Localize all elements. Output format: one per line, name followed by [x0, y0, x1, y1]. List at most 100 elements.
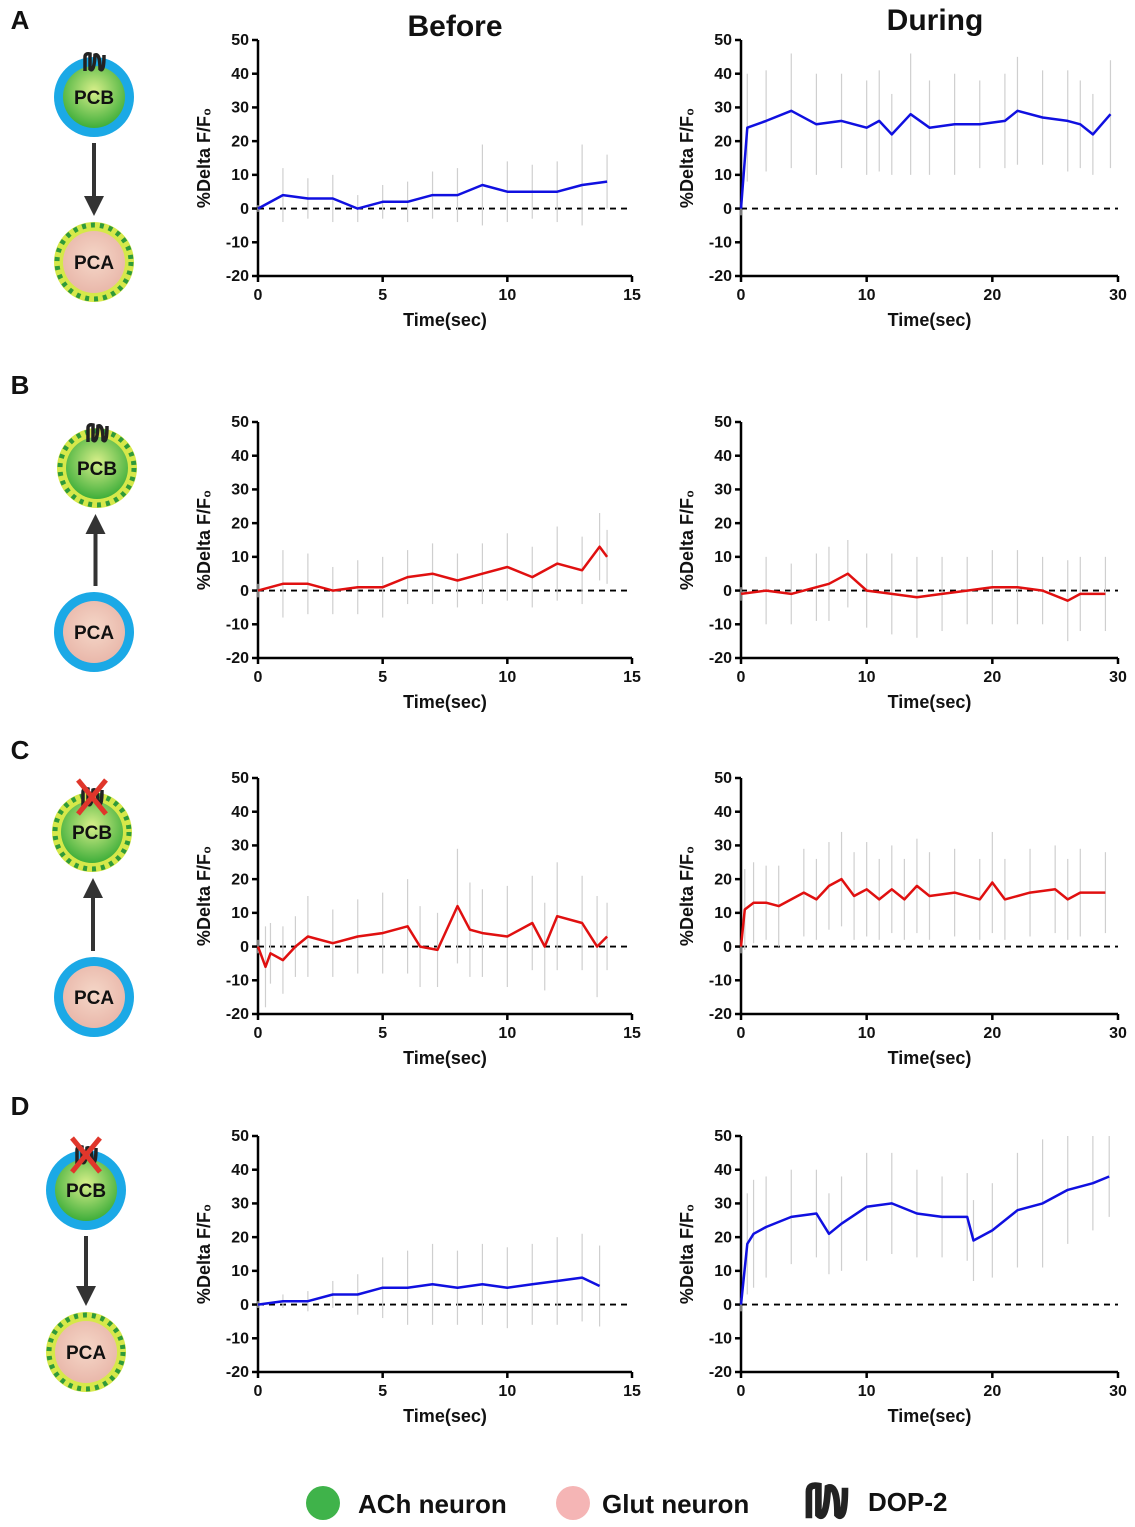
neuron-label: PCA [74, 623, 114, 644]
data-line [739, 109, 1112, 209]
y-tick-label: 20 [714, 515, 732, 532]
neuron-body [63, 231, 125, 293]
x-tick-label: 0 [737, 287, 746, 304]
y-tick-label: -20 [709, 1364, 732, 1381]
x-tick-label: 0 [737, 669, 746, 686]
y-tick-label: 50 [231, 1128, 249, 1145]
x-axis-label: Time(sec) [403, 310, 487, 330]
data-line [256, 904, 608, 969]
data-line [739, 877, 1106, 947]
y-tick-label: 10 [714, 905, 732, 922]
x-axis-label: Time(sec) [403, 1406, 487, 1426]
x-tick-label: 0 [254, 287, 263, 304]
x-tick-label: 15 [623, 669, 641, 686]
x-tick-label: 30 [1109, 1025, 1127, 1042]
legend-swatch [306, 1486, 340, 1520]
y-tick-label: 30 [714, 482, 732, 499]
arrow-head [76, 1286, 96, 1306]
legend-label: ACh neuron [358, 1489, 507, 1519]
x-tick-label: 0 [254, 1383, 263, 1400]
y-tick-label: 20 [231, 133, 249, 150]
y-tick-label: 40 [231, 66, 249, 83]
y-axis-label: %Delta F/F₀ [677, 846, 697, 946]
y-tick-label: 50 [231, 414, 249, 431]
y-tick-label: 0 [723, 201, 732, 218]
cross [70, 1136, 102, 1174]
y-tick-label: 30 [231, 1196, 249, 1213]
neuron-body [63, 601, 125, 663]
y-tick-label: 50 [231, 32, 249, 49]
x-axis-label: Time(sec) [888, 1406, 972, 1426]
y-tick-label: 0 [723, 939, 732, 956]
legend-swatch [556, 1486, 590, 1520]
y-tick-label: 40 [714, 66, 732, 83]
y-tick-label: -10 [709, 973, 732, 990]
y-tick-label: 30 [714, 1196, 732, 1213]
y-tick-label: 0 [240, 201, 249, 218]
chart: -20 -10 0 10 20 30 40 50 0 5 10 15 Time(sec) %Delta F… [194, 414, 641, 712]
y-tick-label: 50 [714, 1128, 732, 1145]
cross [76, 778, 108, 816]
y-tick-label: 40 [231, 448, 249, 465]
y-tick-label: 30 [231, 100, 249, 117]
y-tick-label: 20 [714, 1229, 732, 1246]
y-axis-label: %Delta F/F₀ [194, 846, 214, 946]
y-tick-label: 10 [231, 905, 249, 922]
x-axis-label: Time(sec) [888, 692, 972, 712]
y-tick-label: 50 [231, 770, 249, 787]
data-line [257, 1276, 601, 1306]
y-tick-label: 20 [714, 133, 732, 150]
x-tick-label: 5 [378, 669, 387, 686]
x-tick-label: 15 [623, 287, 641, 304]
y-tick-label: -20 [709, 650, 732, 667]
arrow-head [84, 196, 104, 216]
y-tick-label: 20 [231, 871, 249, 888]
y-tick-label: -10 [226, 617, 249, 634]
x-tick-label: 30 [1109, 287, 1127, 304]
chart: -20 -10 0 10 20 30 40 50 0 10 20 30 Time(sec) %Delta … [677, 1128, 1127, 1426]
chart: -20 -10 0 10 20 30 40 50 0 10 20 30 Time(sec) %Delta … [677, 32, 1127, 330]
y-tick-label: 30 [714, 100, 732, 117]
neuron-ring-dots [54, 222, 134, 302]
chart: -20 -10 0 10 20 30 40 50 0 10 20 30 Time(sec) %Delta … [677, 770, 1127, 1068]
y-axis-label: %Delta F/F₀ [194, 1204, 214, 1304]
neuron-body [55, 1321, 117, 1383]
panel-label: A [11, 5, 30, 35]
data-line [739, 1175, 1110, 1305]
y-tick-label: 40 [231, 1162, 249, 1179]
x-tick-label: 10 [858, 669, 876, 686]
y-tick-label: -20 [709, 268, 732, 285]
data-line [257, 545, 609, 592]
y-tick-label: 40 [231, 804, 249, 821]
y-tick-label: 0 [240, 939, 249, 956]
x-tick-label: 20 [983, 1025, 1001, 1042]
y-tick-label: 50 [714, 32, 732, 49]
column-title: Before [407, 10, 502, 43]
y-tick-label: 40 [714, 1162, 732, 1179]
x-tick-label: 10 [498, 669, 516, 686]
y-tick-label: -10 [709, 235, 732, 252]
y-tick-label: 30 [231, 482, 249, 499]
panel-label: D [11, 1091, 30, 1121]
x-tick-label: 10 [858, 1383, 876, 1400]
panel-label: B [11, 370, 30, 400]
y-tick-label: 40 [714, 448, 732, 465]
y-tick-label: 50 [714, 770, 732, 787]
neuron-label: PCB [72, 823, 112, 844]
neuron-label: PCA [74, 988, 114, 1009]
x-tick-label: 10 [858, 1025, 876, 1042]
y-tick-label: 10 [231, 549, 249, 566]
x-axis-label: Time(sec) [403, 692, 487, 712]
x-tick-label: 5 [378, 1383, 387, 1400]
x-tick-label: 0 [737, 1025, 746, 1042]
y-tick-label: 0 [240, 583, 249, 600]
y-tick-label: -10 [709, 1331, 732, 1348]
x-tick-label: 20 [983, 287, 1001, 304]
x-tick-label: 20 [983, 669, 1001, 686]
y-axis-label: %Delta F/F₀ [677, 108, 697, 208]
y-tick-label: 20 [231, 515, 249, 532]
legend-label: DOP-2 [868, 1487, 947, 1517]
neuron-label: PCB [74, 88, 114, 109]
x-tick-label: 10 [498, 1025, 516, 1042]
arrow-head [85, 514, 106, 534]
